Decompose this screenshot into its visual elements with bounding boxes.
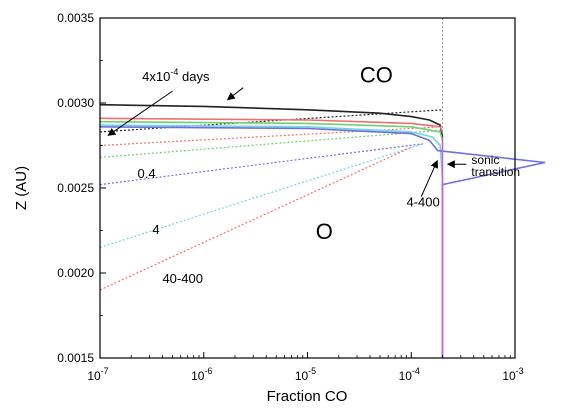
arrow-4-400 bbox=[420, 159, 439, 197]
plot-area bbox=[99, 18, 546, 358]
y-tick-label-2: 0.0025 bbox=[57, 181, 94, 195]
sonic-line2: transition bbox=[471, 165, 520, 179]
x-axis: 10-7 10-6 10-5 10-4 10-3 bbox=[87, 352, 524, 383]
dotted-series-1 bbox=[99, 126, 443, 147]
solid-series-6 bbox=[99, 103, 444, 138]
arrow-days-black bbox=[226, 87, 244, 101]
label-days: 4x10-4 days bbox=[142, 67, 210, 84]
dotted-series-2 bbox=[99, 129, 443, 158]
y-tick-label-1: 0.0020 bbox=[57, 266, 94, 280]
arrow-days-blue bbox=[107, 90, 173, 136]
label-4-400: 4-400 bbox=[407, 195, 440, 210]
label-40-400: 40-400 bbox=[162, 271, 202, 286]
dotted-series-5 bbox=[99, 146, 412, 291]
y-axis: 0.0015 0.0020 0.0025 0.0030 0.0035 bbox=[57, 11, 106, 365]
solid-series-7 bbox=[99, 117, 444, 133]
y-tick-label-0: 0.0015 bbox=[57, 351, 94, 365]
solid-series-10 bbox=[99, 126, 546, 358]
o-label: O bbox=[316, 219, 333, 244]
solid-series-8 bbox=[99, 120, 444, 141]
dotted-series-0 bbox=[99, 109, 443, 133]
co-label: CO bbox=[360, 63, 393, 88]
x-tick-label-1: 10-6 bbox=[191, 366, 212, 383]
x-tick-label-2: 10-5 bbox=[295, 366, 316, 383]
label-04: 0.4 bbox=[138, 166, 156, 181]
label-4: 4 bbox=[152, 222, 159, 237]
x-tick-label-3: 10-4 bbox=[399, 366, 420, 383]
x-tick-label-4: 10-3 bbox=[502, 366, 523, 383]
x-tick-label-0: 10-7 bbox=[87, 366, 108, 383]
sonic-line1: sonic bbox=[471, 153, 499, 167]
y-tick-label-4: 0.0035 bbox=[57, 11, 94, 25]
y-tick-label-3: 0.0030 bbox=[57, 96, 94, 110]
dotted-series-4 bbox=[99, 143, 424, 249]
x-axis-label: Fraction CO bbox=[267, 388, 348, 405]
y-axis-label: Z (AU) bbox=[13, 166, 30, 210]
solid-series-9 bbox=[99, 124, 444, 358]
